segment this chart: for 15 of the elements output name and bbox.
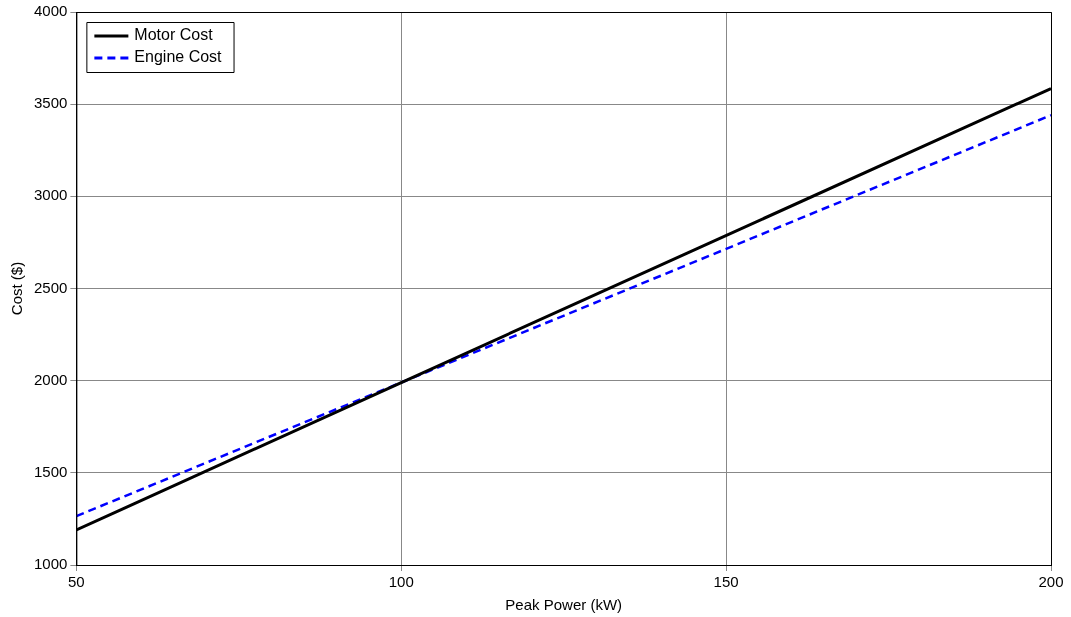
x-tick-label: 50 — [68, 573, 85, 591]
y-tick-label: 2000 — [33, 370, 68, 388]
y-tick-label: 4000 — [33, 2, 68, 20]
y-axis-title: Cost ($) — [8, 261, 26, 316]
legend-label: Engine Cost — [134, 48, 223, 66]
legend-label: Motor Cost — [134, 26, 214, 44]
y-tick-label: 3500 — [33, 94, 68, 112]
x-tick-label: 100 — [388, 573, 414, 591]
x-tick-label: 150 — [713, 573, 739, 591]
y-tick-label: 2500 — [33, 278, 68, 296]
y-tick-label: 1000 — [33, 555, 68, 573]
y-tick-label: 1500 — [33, 462, 68, 480]
x-tick-label: 200 — [1038, 573, 1064, 591]
x-axis-title: Peak Power (kW) — [505, 596, 623, 614]
y-tick-label: 3000 — [33, 186, 68, 204]
